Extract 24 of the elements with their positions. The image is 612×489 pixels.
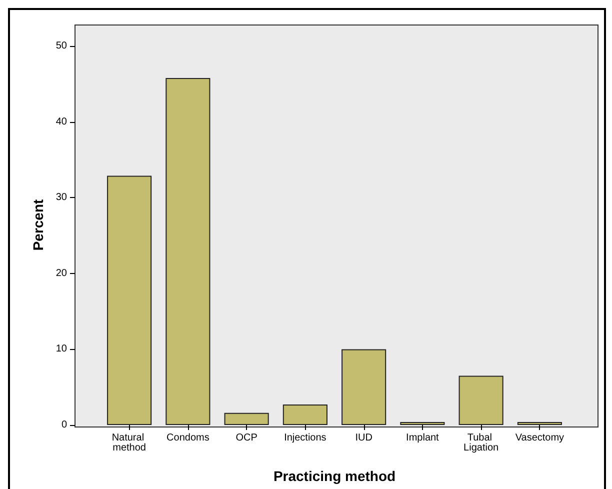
bar (107, 176, 152, 425)
x-tick-label: Injections (284, 432, 326, 444)
y-tick-label: 0 (61, 420, 68, 430)
x-tick-label: Vasectomy (515, 432, 564, 444)
x-tick-label: IUD (355, 432, 372, 444)
bar (400, 422, 445, 425)
x-tick-label: Implant (406, 432, 440, 444)
bar (224, 412, 269, 425)
bar (517, 422, 562, 425)
x-tick-label: Natural method (112, 432, 147, 454)
x-axis-title: Practicing method (273, 468, 396, 484)
y-tick-label: 10 (56, 344, 68, 355)
x-tick-label: Condoms (166, 432, 210, 444)
y-tick-label: 30 (56, 192, 68, 204)
bar (282, 404, 328, 425)
x-tick-label: Tubal Ligation (464, 432, 499, 454)
bar (342, 349, 386, 425)
bar (166, 78, 210, 425)
x-tick-label: OCP (236, 432, 258, 444)
bar (458, 376, 504, 425)
y-tick-label: 40 (56, 116, 68, 128)
y-tick-label: 50 (56, 40, 68, 52)
y-axis-title: Percent (30, 198, 46, 251)
y-tick-label: 20 (56, 268, 68, 279)
